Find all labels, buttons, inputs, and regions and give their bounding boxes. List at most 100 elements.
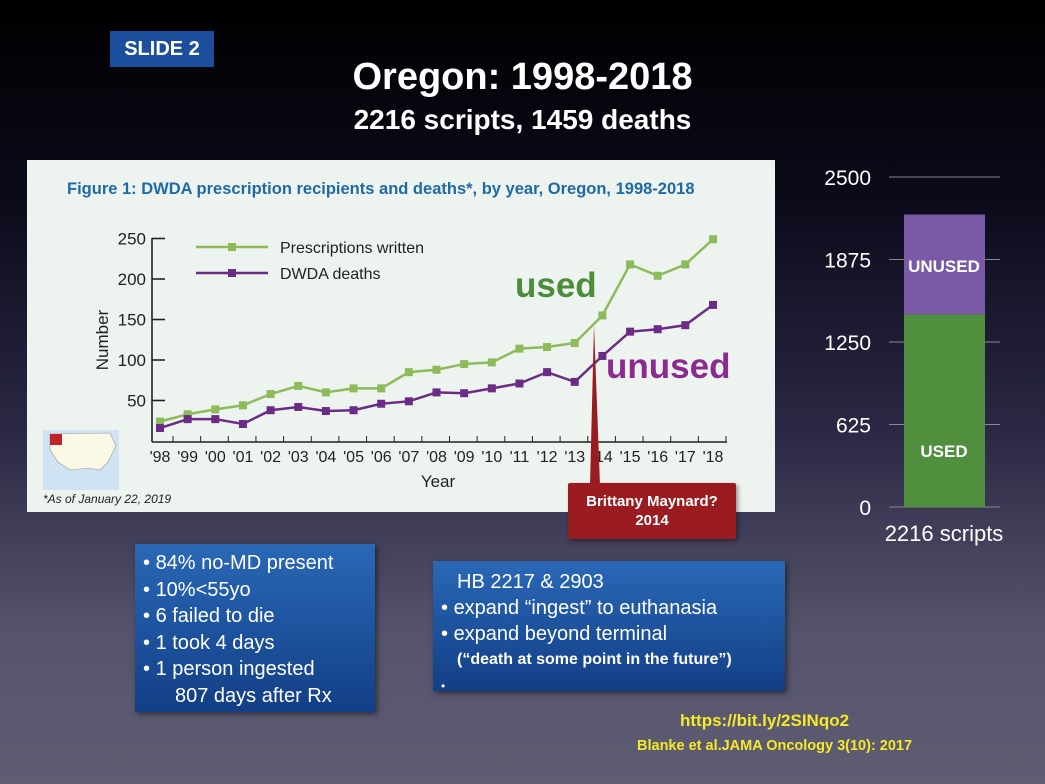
x-tick-label: '16 (647, 449, 668, 466)
x-tick-label: '08 (426, 449, 447, 466)
y-tick-label: 1250 (824, 332, 871, 355)
y-tick-label: 100 (118, 351, 146, 370)
x-tick-label: '18 (703, 449, 724, 466)
data-point (653, 325, 662, 334)
data-point (377, 384, 386, 393)
data-point (432, 365, 441, 374)
source-link[interactable]: https://bit.ly/2SINqo2 (680, 711, 850, 730)
data-point (377, 399, 386, 408)
legend-label: Prescriptions written (280, 240, 424, 257)
brittany-maynard-callout: Brittany Maynard? 2014 (568, 483, 736, 539)
data-point (487, 358, 496, 367)
x-tick-label: '99 (177, 449, 198, 466)
data-point (598, 351, 607, 360)
y-tick-label: 150 (118, 311, 146, 330)
y-tick-label: 50 (127, 392, 146, 411)
data-point (543, 343, 552, 352)
x-tick-label: '06 (371, 449, 392, 466)
data-point (238, 401, 247, 410)
x-tick-label: '00 (205, 449, 226, 466)
x-tick-label: '98 (150, 449, 171, 466)
data-point (460, 360, 469, 369)
data-point (183, 415, 192, 424)
legend-label: DWDA deaths (280, 266, 380, 283)
bar-label-used: USED (920, 442, 967, 461)
y-axis-label: Number (93, 309, 112, 370)
data-point (487, 384, 496, 393)
data-point (238, 419, 247, 428)
data-point (709, 300, 717, 309)
data-point (349, 406, 358, 415)
legend-marker (228, 269, 236, 277)
us-map-inset-icon (43, 430, 119, 490)
data-point (543, 368, 552, 377)
x-tick-label: '05 (343, 449, 364, 466)
data-point (515, 379, 524, 388)
x-tick-label: '04 (315, 449, 336, 466)
bill-item: expand “ingest” to euthanasia (441, 595, 785, 621)
data-point (432, 388, 441, 397)
data-point (626, 327, 635, 336)
data-point (349, 384, 358, 393)
x-tick-label: '15 (620, 449, 641, 466)
legend-marker (228, 243, 236, 251)
used-annotation: used (515, 266, 597, 305)
data-point (266, 390, 275, 399)
data-point (598, 311, 607, 320)
data-point (183, 410, 192, 419)
data-point (211, 405, 220, 414)
x-tick-label: '07 (398, 449, 419, 466)
x-tick-label: '01 (233, 449, 254, 466)
footnote: *As of January 22, 2019 (43, 492, 171, 506)
figure-title: Figure 1: DWDA prescription recipients a… (67, 180, 695, 198)
callout-name: Brittany Maynard? (586, 493, 718, 510)
x-tick-label: '12 (537, 449, 558, 466)
bar-category-label: 2216 scripts (885, 521, 1004, 546)
data-point (294, 402, 303, 411)
x-tick-label: '17 (675, 449, 696, 466)
data-point (294, 381, 303, 390)
data-point (653, 271, 662, 280)
data-point (570, 338, 579, 347)
callout-year: 2014 (635, 512, 669, 529)
data-point (681, 321, 690, 330)
x-tick-label: '09 (454, 449, 475, 466)
data-point (460, 389, 469, 398)
bill-note: (“death at some point in the future”) (457, 651, 732, 668)
empty-bullet: • (441, 679, 446, 693)
x-tick-label: '11 (510, 449, 530, 466)
slide-label: SLIDE 2 (110, 31, 214, 67)
y-tick-label: 1875 (824, 250, 871, 273)
y-tick-label: 200 (118, 270, 146, 289)
y-tick-label: 2500 (824, 167, 871, 190)
citation: Blanke et al.JAMA Oncology 3(10): 2017 (637, 738, 913, 754)
x-tick-label: '03 (288, 449, 309, 466)
slide-title: Oregon: 1998-2018 (352, 56, 693, 98)
x-tick-label: '10 (481, 449, 502, 466)
fact-continuation: 807 days after Rx (175, 684, 332, 707)
unused-annotation: unused (606, 347, 730, 386)
slide-subtitle: 2216 scripts, 1459 deaths (353, 104, 692, 135)
x-tick-label: '13 (564, 449, 585, 466)
bills-heading: HB 2217 & 2903 (457, 571, 604, 593)
x-tick-label: '02 (260, 449, 281, 466)
data-point (321, 388, 330, 397)
data-point (321, 407, 330, 416)
y-tick-label: 0 (859, 497, 871, 520)
bill-item: expand beyond terminal (441, 621, 785, 647)
bar-label-unused: UNUSED (908, 257, 980, 276)
fact-item: 10%<55yo (143, 577, 375, 604)
bar-segment-used (904, 314, 985, 507)
data-point (681, 260, 690, 269)
data-point (570, 377, 579, 386)
data-point (156, 424, 164, 433)
callout-pointer (590, 325, 600, 485)
y-tick-label: 625 (836, 415, 871, 438)
data-point (626, 260, 635, 269)
data-point (211, 415, 220, 424)
fact-item: 84% no-MD present (143, 550, 375, 577)
facts-box: 84% no-MD present 10%<55yo 6 failed to d… (135, 544, 375, 712)
data-point (515, 344, 524, 353)
data-point (404, 368, 413, 377)
